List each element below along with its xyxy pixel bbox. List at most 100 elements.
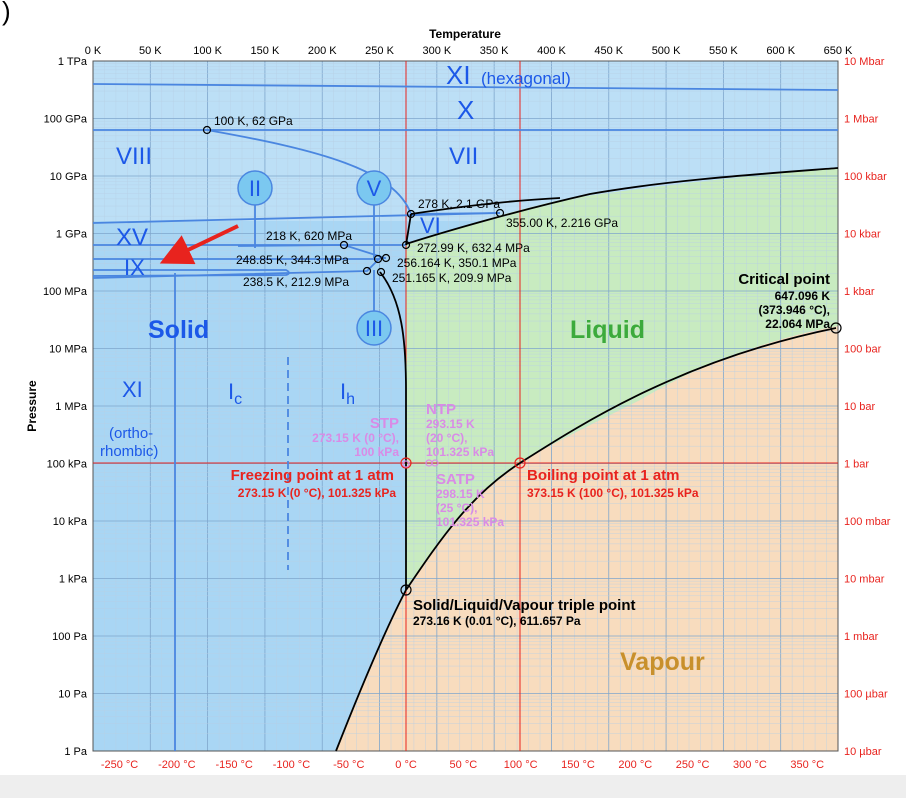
kelvin-axis: 0 K 50 K 100 K 150 K 200 K 250 K 300 K 350 K 400…	[85, 45, 853, 57]
kelvin-tick-label: 300 K	[422, 45, 451, 57]
solid-label: Solid	[148, 316, 209, 344]
celsius-tick-label: 100 °C	[504, 759, 538, 771]
standard-markers	[400, 457, 526, 469]
pascal-tick-label: 10 kPa	[53, 516, 88, 528]
label-278k: 278 K, 2.1 GPa	[418, 197, 500, 211]
bar-tick-label: 10 Mbar	[844, 56, 885, 68]
celsius-tick-label: 200 °C	[618, 759, 652, 771]
pascal-tick-label: 1 kPa	[59, 574, 88, 586]
bar-tick-label: 1 bar	[844, 459, 869, 471]
ice-vii-label: VII	[449, 143, 478, 170]
celsius-tick-label: -200 °C	[158, 759, 195, 771]
marker-triple	[400, 584, 412, 596]
critical-point-label: Critical point 647.096 K (373.946 °C), 2…	[738, 271, 830, 331]
corner-glyph: )	[2, 0, 11, 26]
kelvin-tick-label: 350 K	[480, 45, 509, 57]
celsius-tick-label: 50 °C	[450, 759, 478, 771]
marker-355k	[495, 208, 505, 218]
vapour-label: Vapour	[620, 648, 705, 676]
label-272k: 272.99 K, 632.4 MPa	[417, 241, 530, 255]
standard-small-markers	[402, 459, 439, 468]
pascal-tick-label: 100 Pa	[52, 631, 88, 643]
ice-vi-label: VI	[420, 213, 441, 238]
satp-line2: (25 °C),	[436, 501, 477, 515]
marker-218k	[339, 240, 349, 250]
label-256k: 256.164 K, 350.1 MPa	[397, 256, 517, 270]
triple-label: Solid/Liquid/Vapour triple point 273.16 …	[413, 597, 636, 628]
ice-v-badge: V	[356, 170, 392, 206]
freezing-line1: 273.15 K (0 °C), 101.325 kPa	[238, 486, 397, 500]
kelvin-tick-label: 200 K	[308, 45, 337, 57]
boiling-title: Boiling point at 1 atm	[527, 467, 680, 484]
ice-xi-ortho-note2: rhombic)	[100, 443, 158, 460]
ice-xi-hex-note: (hexagonal)	[481, 69, 571, 88]
satp-title: SATP	[436, 471, 475, 488]
label-355k: 355.00 K, 2.216 GPa	[506, 216, 618, 230]
ice-x-label: X	[457, 95, 474, 125]
pressure-axis-title: Pressure	[25, 380, 39, 432]
marker-satp	[431, 459, 439, 467]
ice-ih-label: Ih	[340, 379, 355, 408]
marker-256k	[381, 253, 391, 263]
bar-tick-label: 100 µbar	[844, 689, 888, 701]
kelvin-tick-label: 550 K	[709, 45, 738, 57]
pascal-tick-label: 10 MPa	[49, 344, 88, 356]
freezing-title: Freezing point at 1 atm	[231, 467, 394, 484]
critical-line3: 22.064 MPa	[765, 317, 830, 331]
celsius-tick-label: 300 °C	[733, 759, 767, 771]
ice-iii-label: III	[365, 316, 383, 341]
kelvin-tick-label: 450 K	[594, 45, 623, 57]
stp-label: STP 273.15 K (0 °C), 100 kPa	[312, 415, 399, 459]
kelvin-tick-label: 400 K	[537, 45, 566, 57]
boiling-label: Boiling point at 1 atm 373.15 K (100 °C)…	[527, 467, 699, 500]
bar-tick-label: 100 mbar	[844, 516, 891, 528]
ntp-line2: (20 °C),	[426, 431, 467, 445]
bar-tick-label: 10 mbar	[844, 574, 885, 586]
marker-critical	[830, 322, 842, 334]
label-218k: 218 K, 620 MPa	[266, 229, 352, 243]
pascal-tick-label: 1 Pa	[64, 746, 88, 758]
ice-ic-label: Ic	[228, 379, 242, 408]
celsius-tick-label: 150 °C	[561, 759, 595, 771]
grid-lines	[93, 61, 838, 751]
bar-axis: 10 Mbar 1 Mbar 100 kbar 10 kbar 1 kbar 100 ba…	[844, 56, 891, 758]
ice-iii-badge: III	[356, 310, 392, 346]
celsius-tick-label: -250 °C	[101, 759, 138, 771]
ice-xi-ortho-note1: (ortho-	[109, 425, 153, 442]
ntp-line1: 293.15 K	[426, 417, 475, 431]
pascal-axis: 1 TPa 100 GPa 10 GPa 1 GPa 100 MPa 10 MPa 1 MP…	[43, 56, 88, 758]
stp-title: STP	[370, 415, 399, 432]
celsius-tick-label: -150 °C	[215, 759, 252, 771]
marker-278k	[406, 209, 416, 219]
ice-ix-label: IX	[124, 255, 145, 280]
kelvin-tick-label: 0 K	[85, 45, 102, 57]
marker-248k	[373, 254, 383, 264]
marker-100k	[202, 125, 212, 135]
celsius-tick-label: -50 °C	[333, 759, 364, 771]
bar-tick-label: 100 bar	[844, 344, 882, 356]
high-pressure-melting	[405, 167, 839, 245]
satp-line3: 101.325 kPa	[436, 515, 504, 529]
freezing-label: Freezing point at 1 atm 273.15 K (0 °C),…	[231, 467, 397, 500]
celsius-tick-label: -100 °C	[273, 759, 310, 771]
marker-stp	[402, 460, 410, 468]
vi-liquid-curve	[405, 213, 412, 246]
kelvin-tick-label: 600 K	[766, 45, 795, 57]
ice-v-label: V	[367, 176, 382, 201]
melting-curve	[379, 271, 407, 590]
liquid-label: Liquid	[570, 316, 645, 344]
label-251k: 251.165 K, 209.9 MPa	[392, 271, 512, 285]
phase-labels: XI (hexagonal) X VIII VII VI XV IX Solid…	[100, 60, 571, 460]
temperature-axis-title: Temperature	[429, 27, 501, 41]
plot-frame	[92, 60, 839, 752]
main-boundaries	[335, 167, 839, 752]
marker-238k	[362, 266, 372, 276]
pascal-tick-label: 10 Pa	[58, 689, 88, 701]
point-markers	[202, 125, 842, 596]
ii-vi-boundary	[237, 244, 386, 259]
celsius-tick-label: 0 °C	[395, 759, 417, 771]
label-100k: 100 K, 62 GPa	[214, 114, 293, 128]
pascal-tick-label: 1 TPa	[58, 56, 88, 68]
vii-liquid-curve	[410, 197, 561, 215]
celsius-tick-label: 350 °C	[790, 759, 824, 771]
